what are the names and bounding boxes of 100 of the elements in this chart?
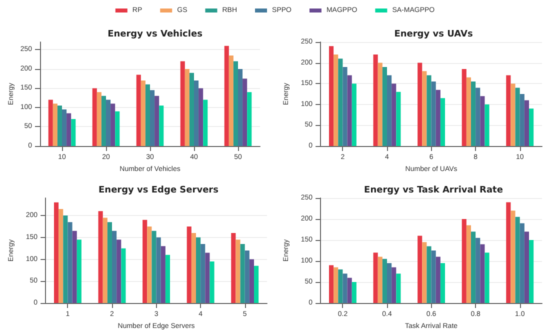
bar xyxy=(396,92,401,146)
bar xyxy=(418,236,422,303)
bar xyxy=(198,88,204,146)
bar xyxy=(102,218,108,303)
bar xyxy=(196,237,201,303)
bar xyxy=(240,244,245,303)
bar xyxy=(382,66,388,146)
bar xyxy=(334,267,338,303)
bar xyxy=(210,261,214,303)
bar xyxy=(506,75,511,146)
bar xyxy=(387,263,392,303)
bar xyxy=(476,238,480,303)
bar xyxy=(101,96,106,146)
bar xyxy=(515,216,520,303)
bar xyxy=(506,202,511,303)
bar xyxy=(110,104,116,146)
bar xyxy=(436,90,440,146)
bar xyxy=(54,202,59,303)
bar xyxy=(373,54,378,146)
bar xyxy=(142,220,148,303)
bar xyxy=(48,100,53,146)
bar xyxy=(436,256,440,303)
bar xyxy=(194,80,199,146)
bar xyxy=(205,252,210,303)
bar xyxy=(466,77,471,146)
bar xyxy=(347,75,352,146)
bar xyxy=(66,113,72,146)
bar xyxy=(342,66,348,146)
bar xyxy=(338,269,343,303)
bar xyxy=(529,108,534,146)
bar xyxy=(242,78,248,146)
bar xyxy=(249,259,254,303)
bar xyxy=(466,225,471,303)
bar xyxy=(57,106,62,146)
bar xyxy=(510,84,516,146)
bar xyxy=(387,75,392,146)
bar xyxy=(71,119,76,146)
bar xyxy=(203,100,208,146)
bar xyxy=(476,88,480,146)
bar xyxy=(107,222,112,303)
bar xyxy=(334,54,338,146)
bar xyxy=(116,240,122,303)
bar xyxy=(426,75,432,146)
bar xyxy=(150,90,155,146)
bar xyxy=(191,233,196,303)
bar xyxy=(524,232,530,303)
bar xyxy=(529,240,534,303)
bar xyxy=(440,263,446,303)
bar xyxy=(426,246,432,303)
bar xyxy=(147,226,152,303)
chart-title: Energy vs UAVs xyxy=(394,30,473,40)
bar xyxy=(106,100,111,146)
bar xyxy=(156,237,161,303)
bar xyxy=(184,68,190,146)
bar xyxy=(347,278,352,303)
bar xyxy=(342,274,348,303)
bar xyxy=(165,254,170,303)
bar xyxy=(200,244,206,303)
bar xyxy=(72,230,77,303)
bar xyxy=(152,230,156,303)
bar xyxy=(180,61,185,146)
bar xyxy=(524,100,530,146)
chart-title: Energy vs Vehicles xyxy=(108,30,202,40)
bar xyxy=(189,72,194,146)
bar xyxy=(431,82,436,146)
bar xyxy=(328,265,334,303)
bar xyxy=(484,104,490,146)
bar xyxy=(154,96,160,146)
bar xyxy=(440,98,446,146)
bar xyxy=(136,74,141,146)
bar xyxy=(236,240,240,303)
bar xyxy=(92,88,97,146)
bar xyxy=(160,246,166,303)
bar xyxy=(254,266,259,303)
bar xyxy=(62,109,67,146)
bar xyxy=(68,222,72,303)
bar xyxy=(228,55,234,146)
bar xyxy=(98,211,103,303)
bar xyxy=(382,258,388,303)
bar xyxy=(231,233,236,303)
bar xyxy=(186,226,192,303)
bar xyxy=(96,92,102,146)
bar xyxy=(431,250,436,303)
bar xyxy=(520,94,524,146)
bar xyxy=(378,62,382,146)
bar xyxy=(338,58,343,146)
bar xyxy=(471,232,476,303)
bar xyxy=(328,46,334,146)
bar xyxy=(145,84,150,146)
bar xyxy=(76,240,82,303)
chart-title: Energy vs Edge Servers xyxy=(98,186,218,196)
chart-title: Energy vs Task Arrival Rate xyxy=(364,186,503,196)
bar xyxy=(462,219,466,303)
bar xyxy=(471,82,476,146)
bar xyxy=(112,230,117,303)
bar xyxy=(140,80,146,146)
bar xyxy=(378,256,382,303)
bar xyxy=(115,111,120,146)
bar xyxy=(480,96,485,146)
bar xyxy=(510,210,516,303)
